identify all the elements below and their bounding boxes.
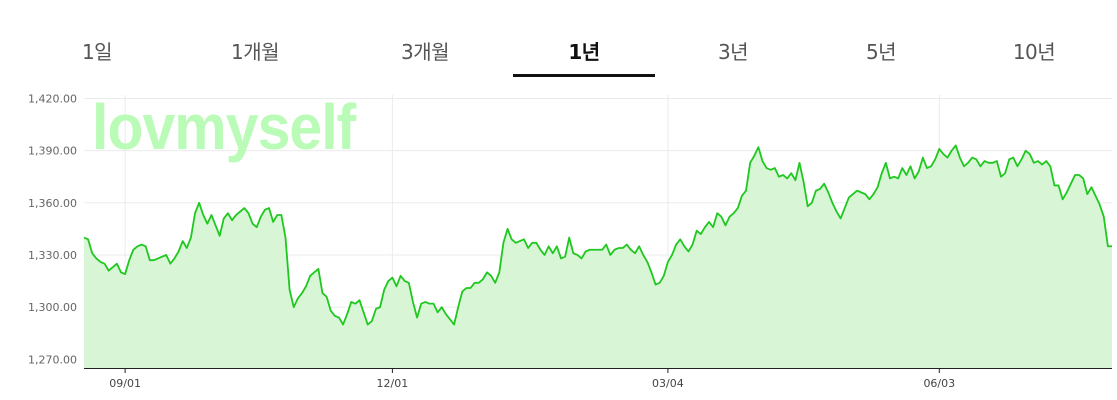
x-tick-label: 12/01 [377,377,409,390]
y-tick-label: 1,270.00 [28,353,77,366]
price-area-fill [84,145,1112,368]
tab-1-year[interactable]: 1년 [568,40,600,64]
y-tick-label: 1,420.00 [28,92,77,105]
y-tick-label: 1,300.00 [28,301,77,314]
x-axis-ticks: 09/01 12/01 03/04 06/03 [109,368,955,390]
tab-1-month[interactable]: 1개월 [230,40,280,64]
tab-3-years[interactable]: 3년 [717,40,749,64]
x-tick-label: 03/04 [652,377,684,390]
tab-10-years[interactable]: 10년 [1012,40,1056,64]
tab-5-years[interactable]: 5년 [865,40,897,64]
x-tick-label: 09/01 [109,377,141,390]
tab-1-day[interactable]: 1일 [81,40,113,64]
y-tick-label: 1,390.00 [28,145,77,158]
y-tick-label: 1,360.00 [28,197,77,210]
watermark-text: lovmyself [92,91,356,163]
price-line [83,144,1112,326]
y-axis-ticks: 1,420.00 1,390.00 1,360.00 1,330.00 1,300.00… [28,92,77,366]
y-tick-label: 1,330.00 [28,249,77,262]
tab-3-months[interactable]: 3개월 [400,40,450,64]
x-tick-label: 06/03 [923,377,955,390]
active-tab-underline [513,74,655,77]
period-tabs: 1일 1개월 3개월 1년 3년 5년 10년 [0,0,1117,80]
